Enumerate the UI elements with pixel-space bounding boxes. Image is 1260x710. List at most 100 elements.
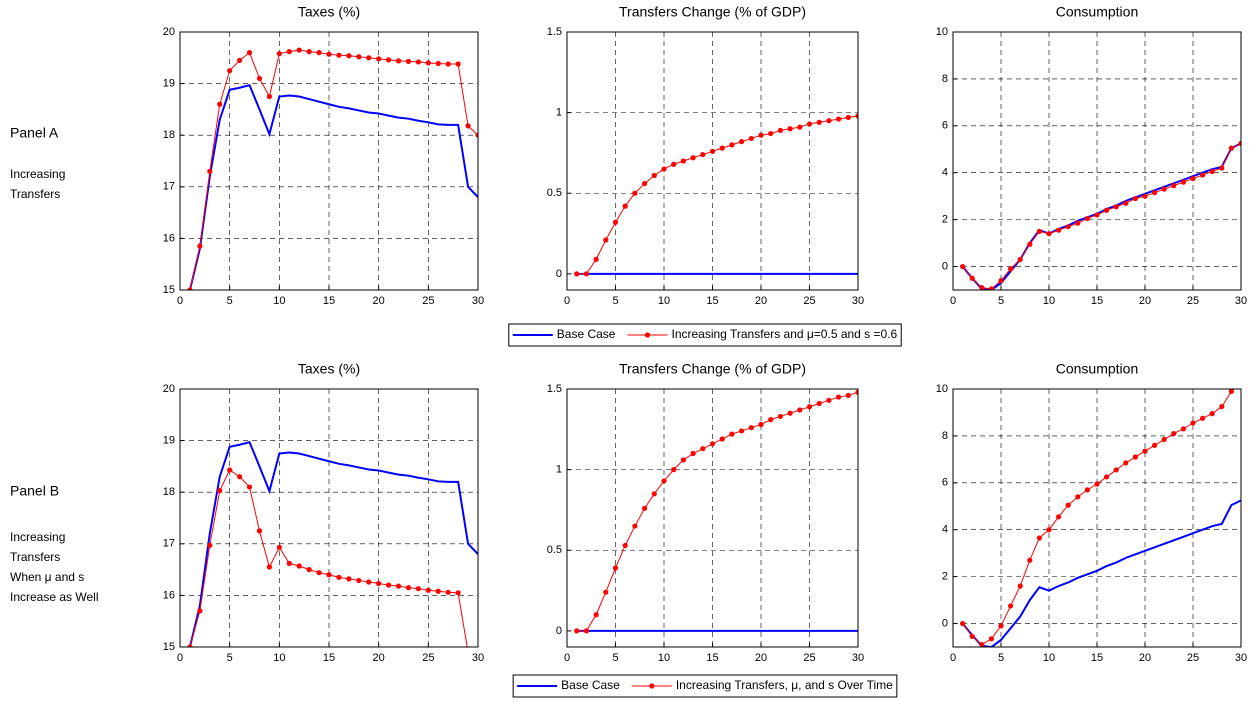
point — [1200, 172, 1206, 178]
point — [700, 446, 706, 452]
point — [748, 425, 754, 431]
point — [739, 428, 745, 434]
x-tick-label: 20 — [373, 652, 385, 664]
point — [465, 123, 471, 129]
series-group — [574, 389, 858, 634]
x-tick-label: 0 — [177, 652, 183, 664]
series-line — [961, 499, 1241, 647]
legend: Base Case Increasing Transfers, μ, and s … — [512, 674, 898, 698]
point — [1142, 448, 1148, 454]
x-tick-label: 30 — [1235, 652, 1247, 664]
point — [1152, 190, 1158, 196]
point — [826, 118, 832, 124]
point — [276, 544, 282, 551]
axes-box — [952, 388, 1242, 648]
legend-label: Base Case — [561, 678, 620, 692]
point — [680, 158, 687, 164]
x-tick-label: 25 — [803, 652, 815, 664]
point — [346, 576, 352, 582]
point — [855, 113, 858, 119]
point — [386, 57, 392, 63]
x-tick-label: 5 — [227, 652, 233, 664]
x-tick-label: 15 — [1091, 295, 1103, 307]
x-tick-label: 15 — [323, 652, 335, 664]
x-tick-label: 20 — [755, 295, 767, 307]
point — [266, 93, 272, 100]
point — [583, 628, 590, 634]
point — [346, 53, 352, 59]
series-line — [961, 142, 1241, 290]
point — [661, 478, 667, 484]
y-tick-label: 15 — [163, 641, 175, 653]
point — [197, 608, 203, 614]
point — [475, 665, 480, 670]
y-tick-label: 18 — [163, 129, 175, 141]
point — [316, 50, 322, 56]
y-tick-label: 0.5 — [547, 187, 562, 199]
y-tick-label: 1 — [556, 464, 562, 476]
x-tick-label: 25 — [1187, 652, 1199, 664]
point — [1017, 583, 1023, 589]
x-tick-label: 20 — [1139, 652, 1151, 664]
point — [326, 572, 332, 578]
point — [1113, 204, 1119, 210]
y-tick-label: 0 — [942, 617, 948, 629]
axes-box — [952, 31, 1242, 291]
y-tick-label: 10 — [936, 383, 948, 395]
series-group — [960, 140, 1241, 290]
panel-description: When μ and s — [10, 570, 84, 584]
point — [455, 590, 461, 596]
point — [797, 407, 803, 413]
series-group — [960, 389, 1241, 647]
point — [197, 243, 203, 249]
point — [445, 589, 451, 595]
point — [816, 400, 822, 407]
point — [1190, 175, 1196, 182]
x-tick-label: 15 — [1091, 652, 1103, 664]
point — [1123, 460, 1129, 466]
point — [603, 237, 609, 243]
x-tick-label: 5 — [998, 652, 1004, 664]
panel-description: Increasing — [10, 530, 65, 544]
point — [988, 286, 994, 290]
point — [729, 142, 735, 148]
y-tick-label: 20 — [163, 26, 175, 38]
point — [405, 585, 412, 591]
point — [1056, 227, 1062, 233]
point — [768, 130, 774, 137]
point — [1180, 179, 1186, 185]
point — [709, 441, 716, 447]
x-tick-label: 10 — [273, 295, 285, 307]
y-tick-label: 0.5 — [547, 544, 562, 556]
point — [1027, 557, 1033, 563]
point — [651, 491, 657, 497]
point — [816, 119, 822, 125]
legend: Base Case Increasing Transfers and μ=0.5 … — [508, 323, 902, 347]
point — [286, 49, 292, 55]
panel-description: Increasing — [10, 167, 65, 181]
x-tick-label: 0 — [564, 652, 570, 664]
point — [395, 583, 402, 589]
y-tick-label: 1.5 — [547, 383, 562, 395]
point — [1046, 527, 1052, 533]
panel-label: Panel A — [10, 125, 59, 141]
point — [787, 410, 793, 416]
point — [207, 542, 213, 548]
point — [336, 52, 342, 58]
series-group — [187, 440, 480, 670]
point — [366, 579, 372, 585]
point — [642, 505, 648, 511]
point — [700, 151, 706, 158]
point — [1008, 266, 1014, 272]
chart-title: Taxes (%) — [298, 361, 360, 377]
point — [1161, 436, 1167, 443]
x-tick-label: 0 — [950, 652, 956, 664]
point — [1152, 442, 1158, 448]
point — [435, 588, 441, 594]
point — [960, 620, 966, 627]
y-tick-label: 17 — [163, 181, 175, 193]
point — [1094, 212, 1100, 218]
point — [306, 567, 312, 573]
y-tick-label: 20 — [163, 383, 175, 395]
